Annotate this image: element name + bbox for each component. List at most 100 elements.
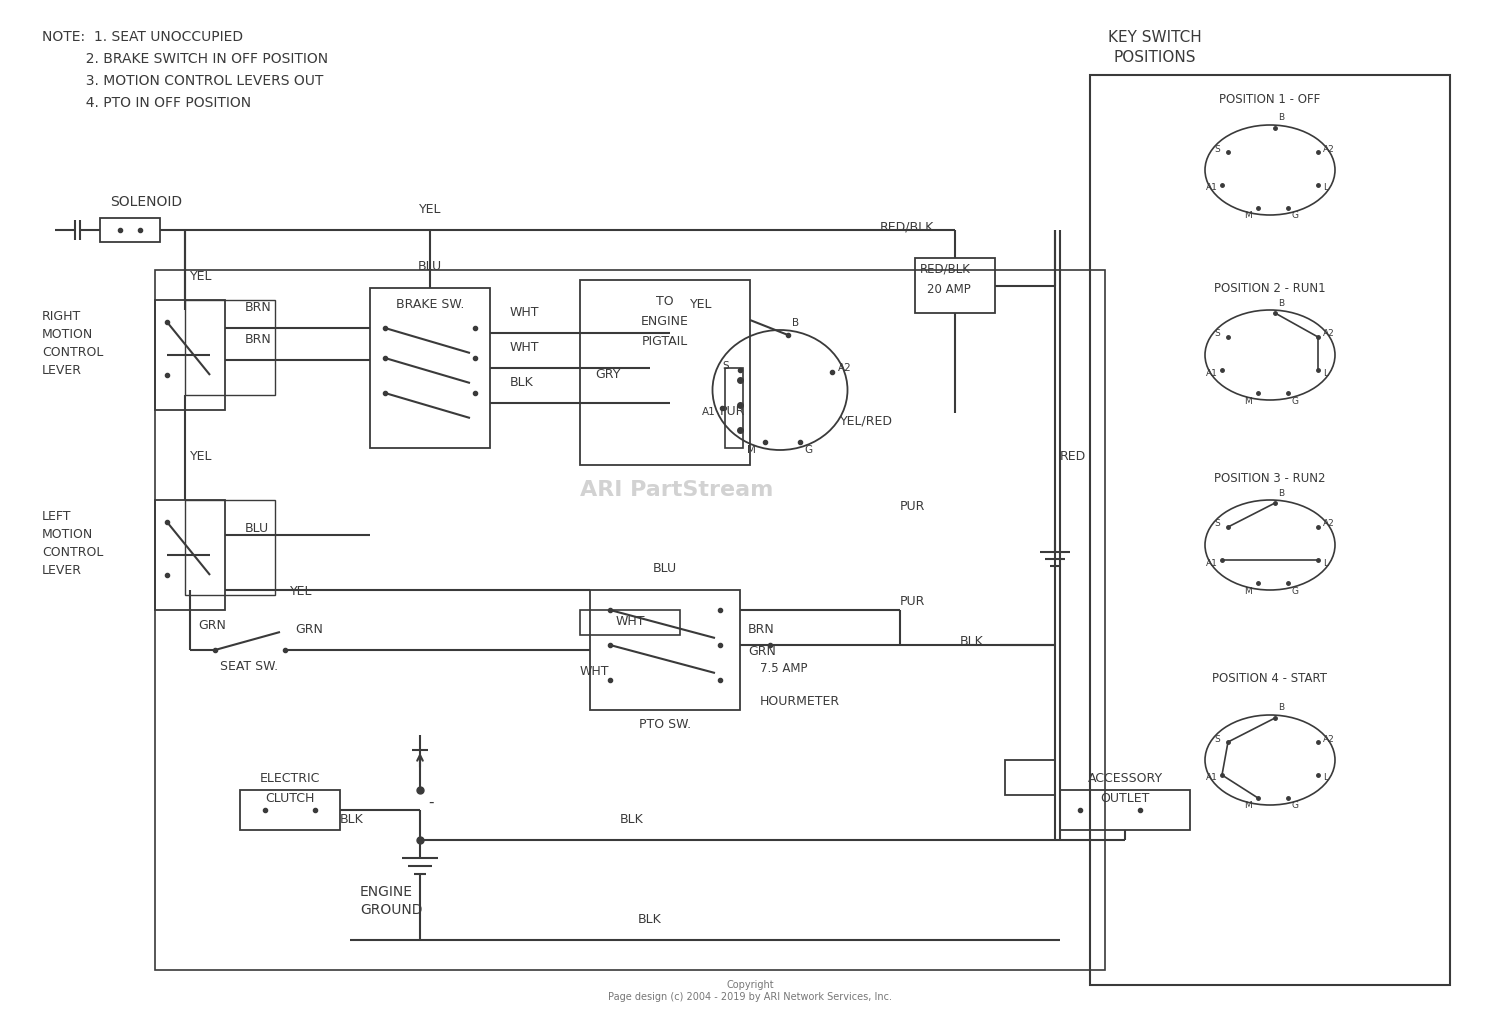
Text: M: M (1244, 801, 1251, 810)
Text: LEVER: LEVER (42, 364, 82, 377)
Text: PIGTAIL: PIGTAIL (642, 335, 688, 348)
Text: SEAT SW.: SEAT SW. (220, 660, 278, 673)
Bar (100, 218, 160, 242)
Bar (590, 590, 740, 710)
Text: YEL: YEL (419, 203, 441, 216)
Text: S: S (1214, 330, 1219, 339)
Text: A1: A1 (1206, 368, 1218, 377)
Text: G: G (1292, 212, 1298, 220)
Text: L: L (1323, 559, 1328, 568)
Text: CONTROL: CONTROL (42, 546, 104, 559)
Text: G: G (1292, 801, 1298, 810)
Text: S: S (722, 361, 729, 371)
Text: PUR: PUR (720, 405, 746, 418)
Text: BLU: BLU (244, 522, 268, 535)
Text: A2: A2 (1323, 330, 1335, 339)
Text: A1: A1 (702, 407, 715, 417)
Text: 2. BRAKE SWITCH IN OFF POSITION: 2. BRAKE SWITCH IN OFF POSITION (42, 52, 328, 66)
Bar (370, 288, 490, 448)
Bar (915, 258, 995, 313)
Bar (154, 500, 225, 610)
Text: GRN: GRN (296, 623, 322, 636)
Text: 3. MOTION CONTROL LEVERS OUT: 3. MOTION CONTROL LEVERS OUT (42, 74, 324, 88)
Text: BRAKE SW.: BRAKE SW. (396, 298, 464, 311)
Text: OUTLET: OUTLET (1101, 792, 1149, 805)
Text: BRN: BRN (244, 333, 272, 346)
Text: CLUTCH: CLUTCH (266, 792, 315, 805)
Text: YEL/RED: YEL/RED (840, 415, 892, 428)
Text: B: B (1278, 114, 1284, 123)
Bar (1060, 790, 1190, 830)
Text: ARI PartStream: ARI PartStream (580, 480, 774, 500)
Text: ENGINE: ENGINE (640, 315, 688, 328)
Text: S: S (1214, 145, 1219, 153)
Text: POSITION 2 - RUN1: POSITION 2 - RUN1 (1214, 282, 1326, 295)
Text: A2: A2 (839, 363, 852, 373)
Text: CONTROL: CONTROL (42, 346, 104, 359)
Bar (154, 300, 225, 410)
Text: PUR: PUR (900, 595, 926, 608)
Text: RED: RED (1060, 450, 1086, 463)
Text: A1: A1 (1206, 184, 1218, 193)
Text: A2: A2 (1323, 734, 1335, 743)
Text: GRN: GRN (198, 619, 226, 632)
Text: WHT: WHT (510, 341, 540, 354)
Text: GRY: GRY (596, 368, 621, 381)
Text: ACCESSORY: ACCESSORY (1088, 772, 1162, 785)
Text: L: L (1323, 368, 1328, 377)
Text: LEFT: LEFT (42, 510, 72, 523)
Text: M: M (1244, 586, 1251, 595)
Bar (184, 300, 274, 395)
Text: NOTE:  1. SEAT UNOCCUPIED: NOTE: 1. SEAT UNOCCUPIED (42, 30, 243, 44)
Text: RIGHT: RIGHT (42, 310, 81, 323)
Text: B: B (1278, 298, 1284, 307)
Text: YEL: YEL (690, 298, 712, 311)
Text: M: M (1244, 212, 1251, 220)
Text: M: M (1244, 396, 1251, 406)
Text: POSITION 1 - OFF: POSITION 1 - OFF (1220, 93, 1320, 106)
Text: BRN: BRN (244, 301, 272, 314)
Text: Copyright
Page design (c) 2004 - 2019 by ARI Network Services, Inc.: Copyright Page design (c) 2004 - 2019 by… (608, 980, 892, 1002)
Text: 4. PTO IN OFF POSITION: 4. PTO IN OFF POSITION (42, 96, 251, 110)
Text: POSITIONS: POSITIONS (1113, 50, 1197, 65)
Text: WHT: WHT (580, 665, 609, 678)
Text: A2: A2 (1323, 519, 1335, 528)
Text: PUR: PUR (900, 500, 926, 513)
Text: HOURMETER: HOURMETER (760, 695, 840, 708)
Text: A1: A1 (1206, 559, 1218, 568)
Text: RED/BLK: RED/BLK (880, 220, 934, 233)
Text: LEVER: LEVER (42, 564, 82, 577)
Text: G: G (804, 445, 812, 455)
Text: MOTION: MOTION (42, 328, 93, 341)
Text: YEL: YEL (290, 585, 312, 598)
Text: B: B (1278, 704, 1284, 713)
Text: BLK: BLK (340, 813, 363, 826)
Text: WHT: WHT (615, 615, 645, 628)
Text: S: S (1214, 734, 1219, 743)
Text: BLU: BLU (652, 562, 676, 575)
Text: POSITION 3 - RUN2: POSITION 3 - RUN2 (1215, 472, 1326, 485)
Text: GRN: GRN (748, 645, 776, 658)
Text: SOLENOID: SOLENOID (110, 195, 182, 209)
Text: WHT: WHT (510, 306, 540, 319)
Bar (154, 270, 1106, 970)
Text: G: G (1292, 396, 1298, 406)
Bar (580, 280, 750, 465)
Text: ELECTRIC: ELECTRIC (260, 772, 320, 785)
Text: L: L (1323, 774, 1328, 783)
Text: POSITION 4 - START: POSITION 4 - START (1212, 672, 1328, 685)
Text: A1: A1 (1206, 774, 1218, 783)
Text: YEL: YEL (190, 270, 213, 283)
Bar (240, 790, 340, 830)
Text: YEL: YEL (190, 450, 213, 463)
Text: L: L (1323, 184, 1328, 193)
Text: -: - (427, 795, 433, 810)
Text: BLK: BLK (960, 635, 984, 648)
Bar (1090, 75, 1450, 985)
Text: RED/BLK: RED/BLK (920, 263, 970, 276)
Text: TO: TO (656, 295, 674, 308)
Text: S: S (1214, 519, 1219, 528)
Text: BLU: BLU (419, 260, 442, 273)
Text: BLK: BLK (510, 376, 534, 389)
Text: PTO SW.: PTO SW. (639, 718, 692, 731)
